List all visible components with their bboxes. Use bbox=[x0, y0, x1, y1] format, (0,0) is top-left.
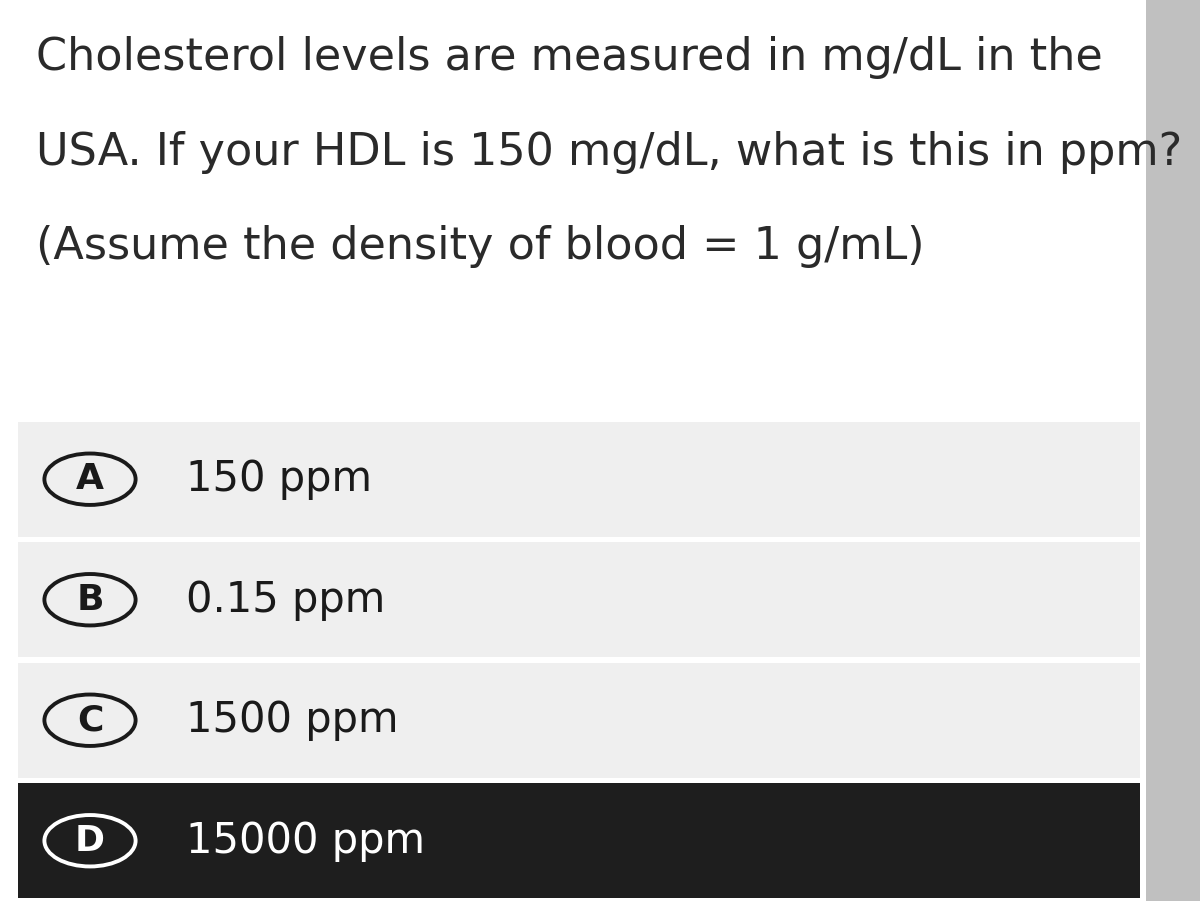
Text: A: A bbox=[76, 462, 104, 496]
Ellipse shape bbox=[44, 695, 136, 746]
Ellipse shape bbox=[44, 453, 136, 505]
Text: D: D bbox=[74, 824, 106, 858]
Ellipse shape bbox=[44, 815, 136, 867]
Text: 0.15 ppm: 0.15 ppm bbox=[186, 578, 385, 621]
Text: Cholesterol levels are measured in mg/dL in the: Cholesterol levels are measured in mg/dL… bbox=[36, 36, 1103, 79]
Text: 1500 ppm: 1500 ppm bbox=[186, 699, 398, 742]
Ellipse shape bbox=[44, 574, 136, 625]
Text: B: B bbox=[77, 583, 103, 616]
Text: 15000 ppm: 15000 ppm bbox=[186, 820, 425, 861]
FancyBboxPatch shape bbox=[1146, 0, 1200, 901]
FancyBboxPatch shape bbox=[18, 542, 1140, 658]
Text: (Assume the density of blood = 1 g/mL): (Assume the density of blood = 1 g/mL) bbox=[36, 225, 924, 268]
Text: USA. If your HDL is 150 mg/dL, what is this in ppm?: USA. If your HDL is 150 mg/dL, what is t… bbox=[36, 131, 1182, 174]
Text: C: C bbox=[77, 704, 103, 737]
FancyBboxPatch shape bbox=[18, 662, 1140, 778]
FancyBboxPatch shape bbox=[18, 422, 1140, 537]
Text: 150 ppm: 150 ppm bbox=[186, 459, 372, 500]
FancyBboxPatch shape bbox=[18, 783, 1140, 898]
